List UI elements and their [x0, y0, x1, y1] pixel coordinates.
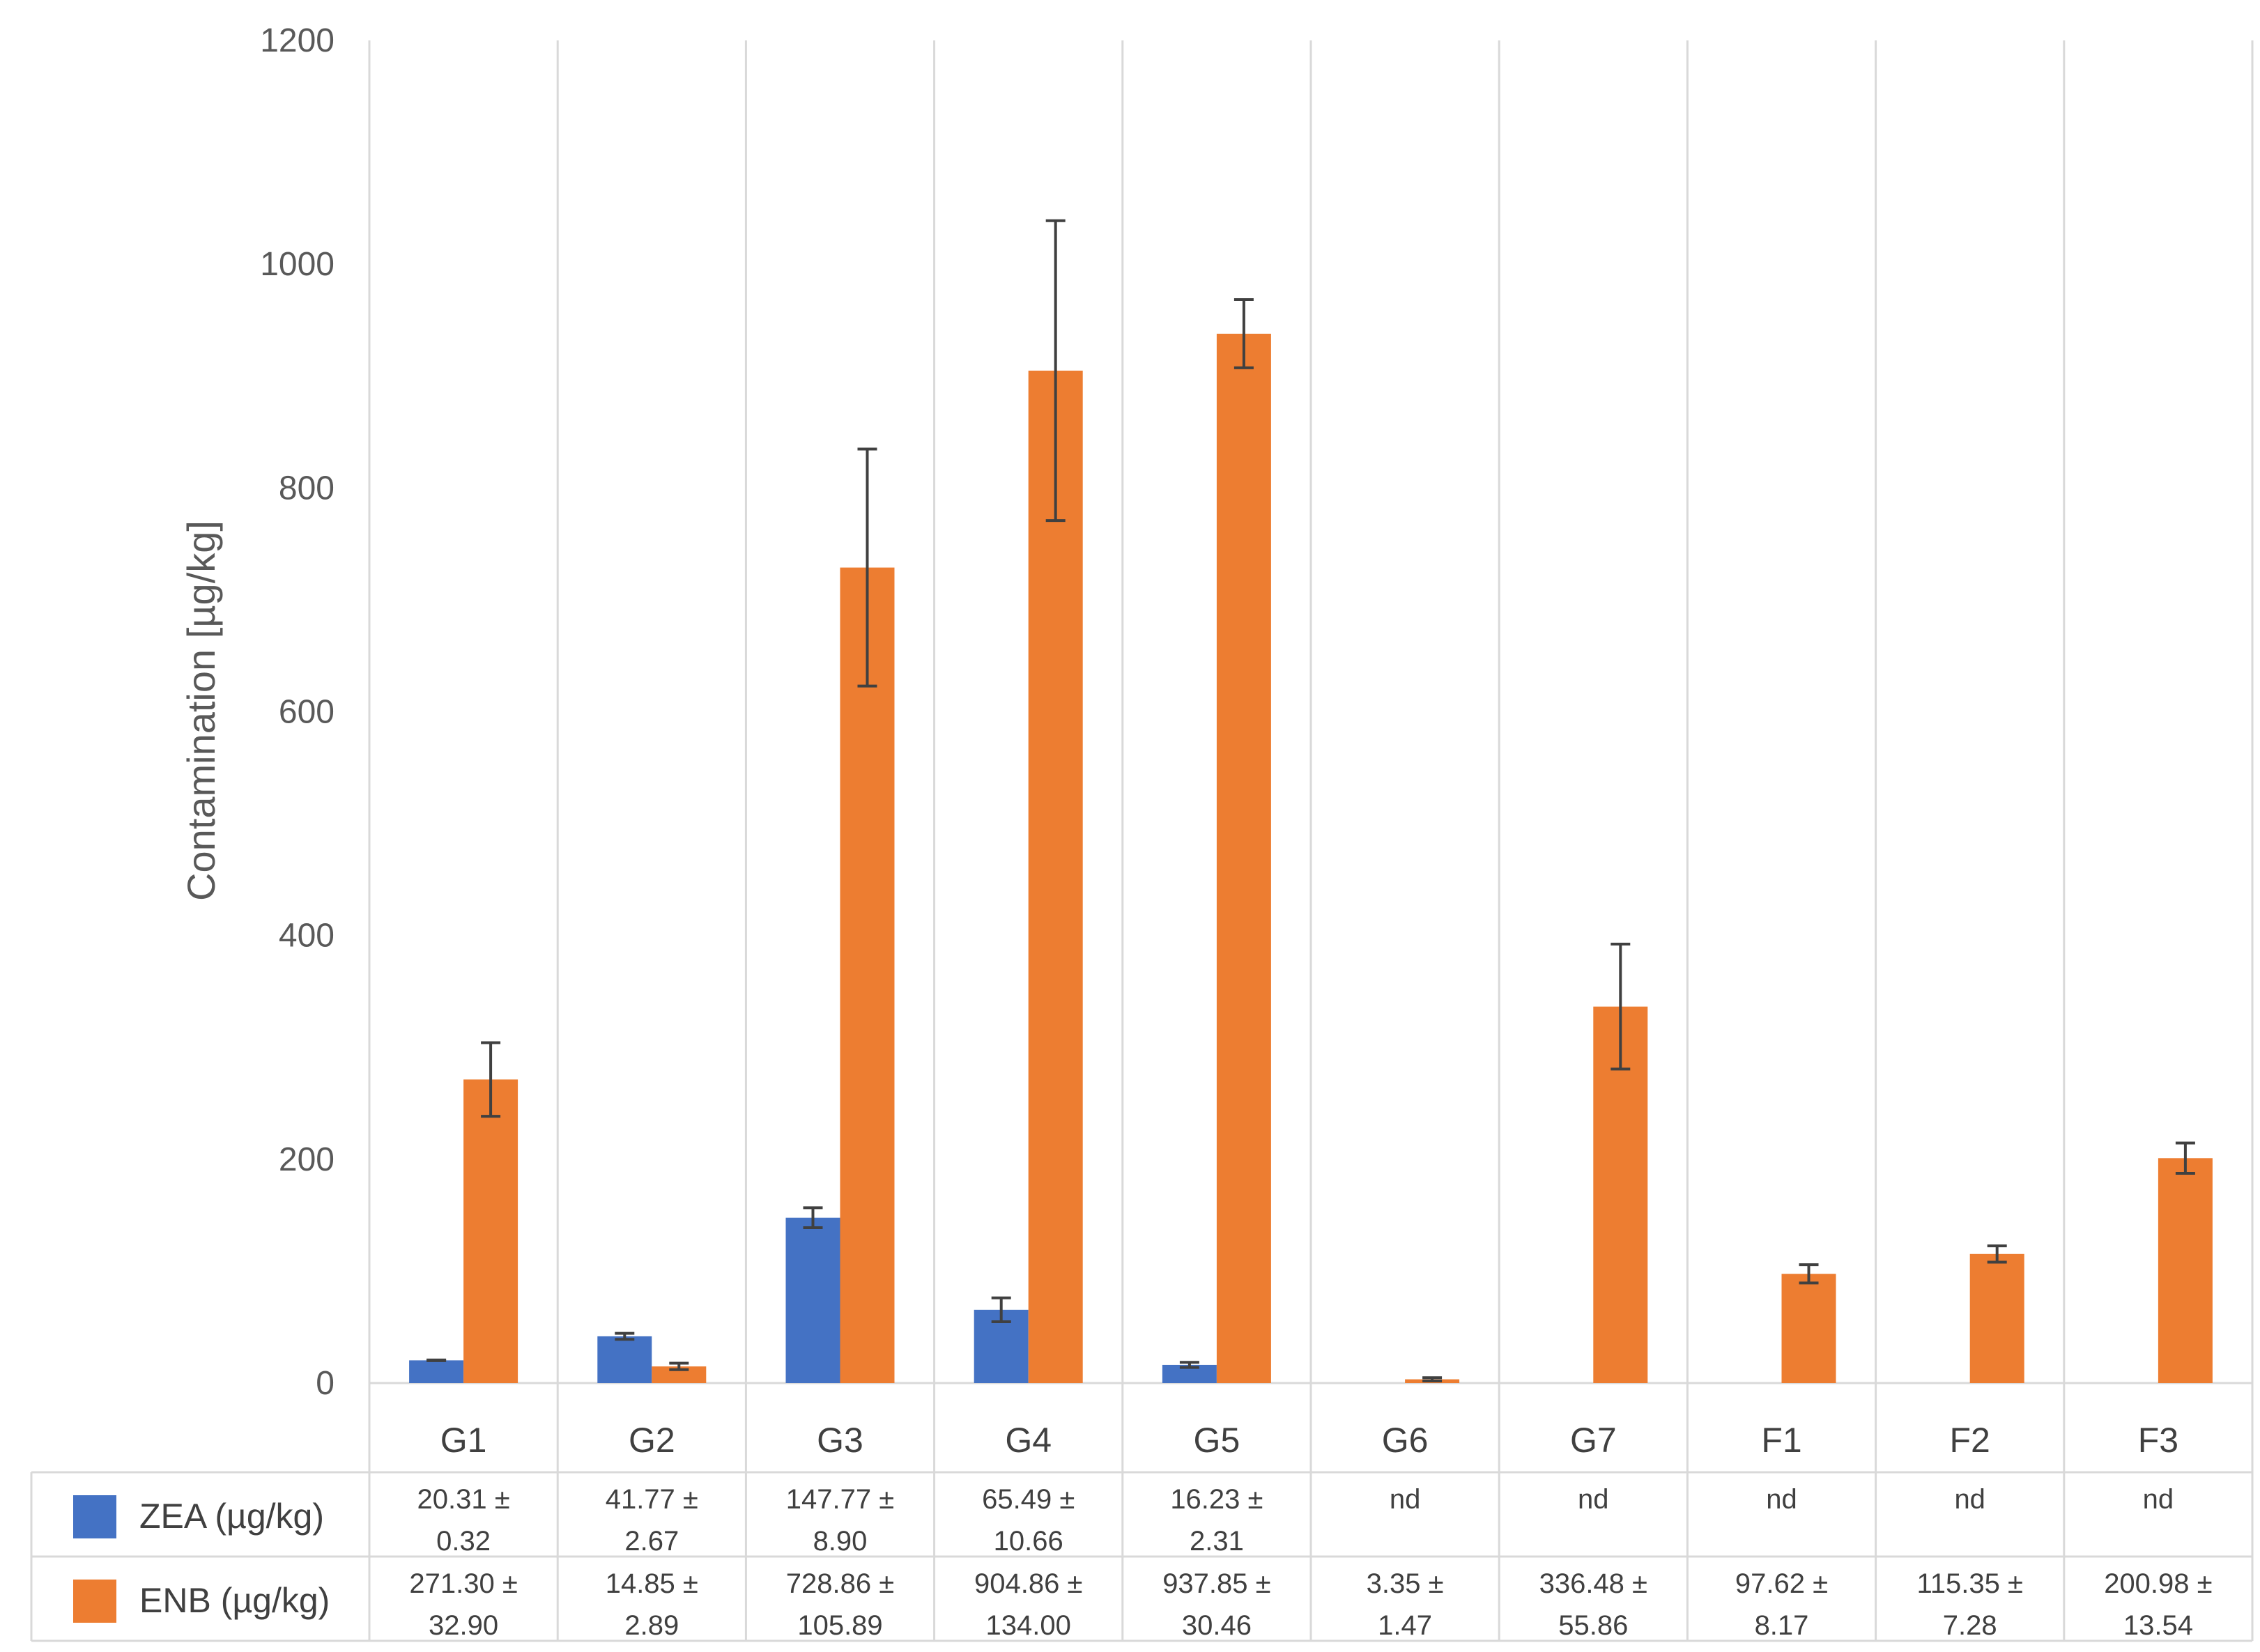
category-label: F1	[1761, 1421, 1801, 1460]
error-bar	[1611, 942, 1631, 1071]
error-bar	[669, 1361, 689, 1371]
table-cell-error: 32.90	[429, 1610, 498, 1641]
table-cell-value: nd	[1766, 1484, 1797, 1515]
error-bar	[1422, 1376, 1443, 1382]
table-cell-value: 20.31 ±	[417, 1484, 510, 1515]
error-bar	[991, 1296, 1011, 1323]
table-cell-error: 8.17	[1755, 1610, 1809, 1641]
error-bar	[1045, 219, 1066, 523]
y-axis-ticks: 0 200 400 600 800 1000 1200	[260, 22, 335, 1402]
table-cell-value: 904.86 ±	[974, 1568, 1082, 1599]
table-cell-error: 0.32	[436, 1526, 491, 1557]
table-cell-value: 147.77 ±	[786, 1484, 894, 1515]
legend-label: ENB (µg/kg)	[139, 1581, 330, 1620]
table-cell-error: 10.66	[994, 1526, 1063, 1557]
category-label: G5	[1194, 1421, 1240, 1460]
data-table: ZEA (µg/kg) 20.31 ± 0.32 41.77 ± 2.67 147.77 …	[73, 1484, 2213, 1641]
category-label: F2	[1950, 1421, 1990, 1460]
bar-zea-g2	[597, 1336, 652, 1383]
error-bar	[481, 1041, 501, 1118]
table-cell-error: 1.47	[1378, 1610, 1432, 1641]
bar-zea-g1	[409, 1360, 464, 1383]
table-cell-error: 8.90	[813, 1526, 868, 1557]
table-cell-value: 97.62 ±	[1735, 1568, 1828, 1599]
table-cell-error: 105.89	[797, 1610, 882, 1641]
grid-lines	[30, 40, 2254, 1642]
table-cell-error: 134.00	[986, 1610, 1071, 1641]
error-bar	[1799, 1263, 1819, 1285]
legend-swatch	[73, 1580, 116, 1623]
error-bar	[1179, 1361, 1199, 1369]
table-cell-value: 16.23 ±	[1170, 1484, 1263, 1515]
category-label: G4	[1005, 1421, 1052, 1460]
bar-enb-g5	[1216, 333, 1271, 1383]
category-label: G1	[440, 1421, 487, 1460]
table-cell-error: 2.31	[1190, 1526, 1244, 1557]
error-bar	[615, 1331, 635, 1341]
category-label: F3	[2138, 1421, 2178, 1460]
bars	[409, 333, 2213, 1384]
table-cell-value: 3.35 ±	[1367, 1568, 1444, 1599]
table-cell-value: 200.98 ±	[2104, 1568, 2212, 1599]
y-tick-label: 800	[279, 470, 335, 507]
y-tick-label: 600	[279, 694, 335, 731]
error-bar	[857, 447, 877, 688]
table-cell-error: 2.89	[624, 1610, 679, 1641]
table-cell-value: 115.35 ±	[1916, 1568, 2022, 1599]
category-label: G3	[817, 1421, 863, 1460]
bar-enb-g2	[652, 1366, 707, 1383]
bar-enb-g4	[1028, 370, 1083, 1383]
table-cell-error: 55.86	[1558, 1610, 1628, 1641]
category-label: G7	[1570, 1421, 1617, 1460]
error-bars	[426, 219, 2195, 1382]
table-cell-error: 2.67	[624, 1526, 679, 1557]
category-labels: G1 G2 G3 G4 G5 G6 G7 F1 F2 F3	[440, 1421, 2178, 1460]
legend-label: ZEA (µg/kg)	[139, 1497, 324, 1536]
error-bar	[1987, 1244, 2007, 1264]
y-tick-label: 1200	[260, 22, 335, 59]
y-tick-label: 200	[279, 1141, 335, 1178]
error-bar	[1233, 298, 1254, 369]
bar-zea-g3	[785, 1217, 840, 1383]
category-label: G2	[629, 1421, 675, 1460]
y-tick-label: 400	[279, 918, 335, 955]
table-cell-value: 271.30 ±	[409, 1568, 517, 1599]
error-bar	[2175, 1141, 2195, 1175]
table-cell-value: nd	[1390, 1484, 1421, 1515]
bar-enb-g3	[840, 567, 895, 1384]
table-cell-error: 13.54	[2123, 1610, 2193, 1641]
table-cell-value: nd	[2143, 1484, 2174, 1515]
table-cell-value: 336.48 ±	[1539, 1568, 1647, 1599]
table-cell-error: 7.28	[1943, 1610, 1997, 1641]
table-cell-error: 30.46	[1182, 1610, 1252, 1641]
y-axis-label: Contamination [µg/kg]	[179, 520, 223, 901]
error-bar	[803, 1206, 823, 1229]
table-cell-value: 41.77 ±	[606, 1484, 698, 1515]
bar-enb-f1	[1781, 1274, 1836, 1383]
table-cell-value: nd	[1954, 1484, 1985, 1515]
bar-enb-f3	[2158, 1158, 2213, 1383]
table-cell-value: 937.85 ±	[1162, 1568, 1270, 1599]
table-cell-value: 728.86 ±	[786, 1568, 894, 1599]
table-cell-value: nd	[1578, 1484, 1609, 1515]
bar-enb-g1	[463, 1079, 518, 1383]
y-tick-label: 0	[316, 1365, 335, 1402]
category-label: G6	[1382, 1421, 1429, 1460]
legend-swatch	[73, 1495, 116, 1538]
table-cell-value: 14.85 ±	[606, 1568, 698, 1599]
bar-enb-f2	[1969, 1253, 2024, 1383]
table-cell-value: 65.49 ±	[982, 1484, 1075, 1515]
error-bar	[426, 1358, 447, 1362]
y-tick-label: 1000	[260, 246, 335, 283]
